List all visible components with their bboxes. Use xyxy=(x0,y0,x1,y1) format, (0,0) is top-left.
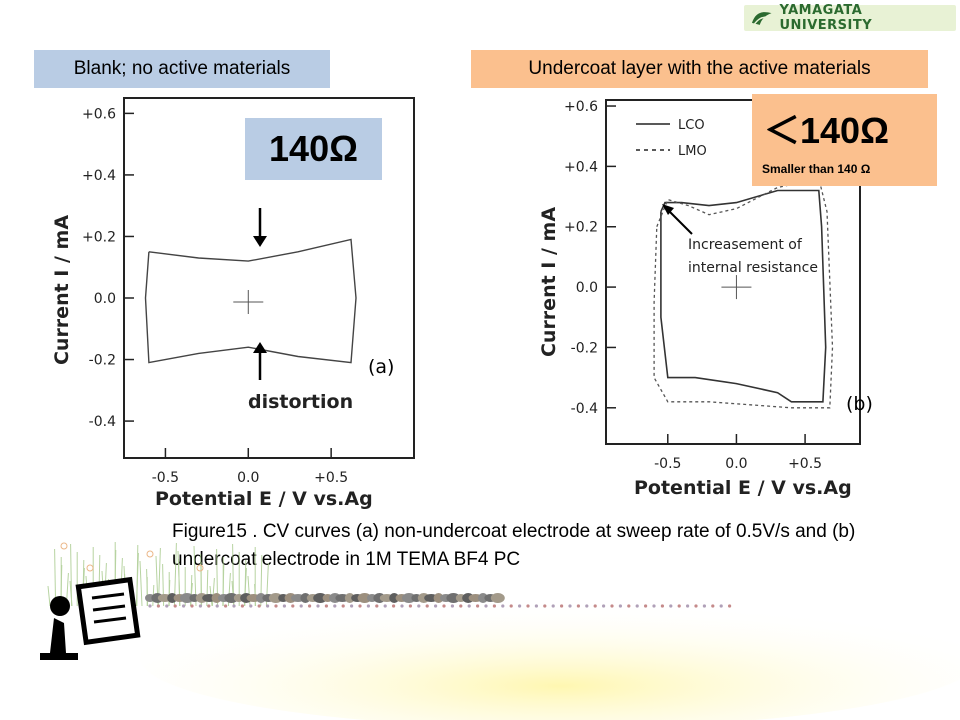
resistance-value-right: ＜140Ω xyxy=(764,110,889,151)
x-tick-label: -0.5 xyxy=(654,456,681,472)
ylabel-a: Current I / mA xyxy=(51,215,73,365)
y-tick-label: 0.0 xyxy=(576,280,598,296)
y-tick-label: +0.6 xyxy=(82,106,116,122)
resistance-note: Smaller than 140 Ω xyxy=(762,162,871,176)
chart-a: +0.6 +0.4 +0.2 0.0 -0.2 -0.4 -0.5 0.0 +0.5 Curr… xyxy=(51,97,415,510)
reading-person-icon xyxy=(40,576,141,660)
x-tick-label: 0.0 xyxy=(725,456,747,472)
label-blank: Blank; no active materials xyxy=(34,50,330,88)
x-tick-label: -0.5 xyxy=(152,470,179,486)
leaf-icon xyxy=(751,12,772,26)
panel-label-b: (b) xyxy=(846,393,873,415)
label-undercoat: Undercoat layer with the active material… xyxy=(471,50,928,88)
y-tick-label: 0.0 xyxy=(94,291,116,307)
y-tick-label: -0.2 xyxy=(89,353,116,369)
chart-b: +0.6+0.4+0.20.0-0.2-0.4 -0.5 0.0 +0.5 LCO … xyxy=(538,99,873,499)
resistance-box-right: ＜140Ω Smaller than 140 Ω xyxy=(752,94,937,186)
y-tick-label: +0.2 xyxy=(564,220,598,236)
logo-text: YAMAGATA UNIVERSITY xyxy=(779,3,873,33)
panel-label-a: (a) xyxy=(368,356,394,378)
legend-lco: LCO xyxy=(678,118,705,133)
x-tick-label: 0.0 xyxy=(237,470,259,486)
y-tick-label: +0.4 xyxy=(564,159,598,175)
y-tick-label: +0.6 xyxy=(564,99,598,115)
decorative-footer xyxy=(40,542,960,720)
y-tick-label: -0.4 xyxy=(571,401,598,417)
y-tick-label: +0.2 xyxy=(82,229,116,245)
annotation-resistance: Increasement of internal resistance xyxy=(688,237,818,276)
x-tick-label: +0.5 xyxy=(314,470,348,486)
y-tick-label: -0.2 xyxy=(571,340,598,356)
xlabel-a: Potential E / V vs.Ag xyxy=(155,488,373,510)
ylabel-b: Current I / mA xyxy=(538,207,560,357)
cv-curve-a xyxy=(144,238,357,364)
figure-caption: Figure15 . CV curves (a) non-undercoat e… xyxy=(172,521,856,570)
cv-curve-lco xyxy=(660,189,827,403)
cv-curve-lmo xyxy=(653,177,834,409)
annotation-distortion: distortion xyxy=(248,391,353,413)
legend-lmo: LMO xyxy=(678,144,707,159)
y-tick-label: -0.4 xyxy=(89,414,116,430)
resistance-box-left: 140Ω xyxy=(245,118,382,180)
y-tick-label: +0.4 xyxy=(82,168,116,184)
xlabel-b: Potential E / V vs.Ag xyxy=(634,477,852,499)
university-logo: YAMAGATA UNIVERSITY xyxy=(744,3,956,33)
x-tick-label: +0.5 xyxy=(788,456,822,472)
